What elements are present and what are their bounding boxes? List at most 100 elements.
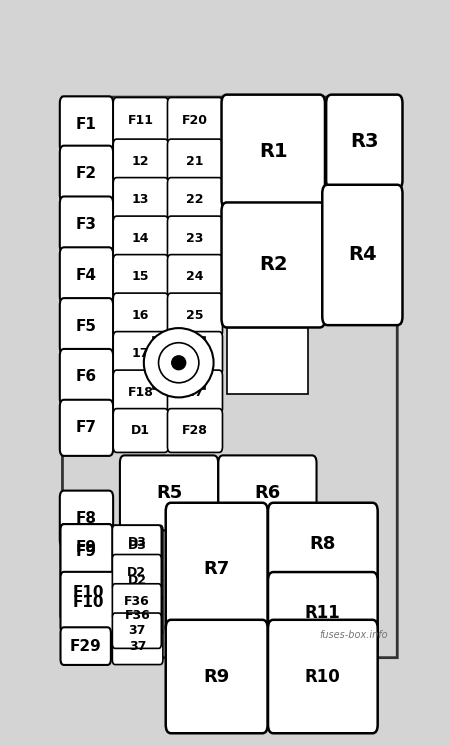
FancyBboxPatch shape [112, 595, 163, 635]
FancyBboxPatch shape [268, 572, 378, 655]
Text: 37: 37 [129, 641, 146, 653]
FancyBboxPatch shape [167, 370, 222, 414]
Text: R8: R8 [310, 535, 336, 553]
Text: D1: D1 [131, 424, 150, 437]
FancyBboxPatch shape [166, 503, 268, 635]
FancyBboxPatch shape [113, 255, 168, 299]
FancyBboxPatch shape [120, 455, 218, 530]
FancyBboxPatch shape [268, 503, 378, 586]
Text: 15: 15 [132, 270, 149, 283]
Text: 26: 26 [186, 347, 204, 360]
FancyBboxPatch shape [113, 332, 168, 375]
Text: R5: R5 [156, 484, 182, 502]
Text: F10: F10 [72, 595, 104, 609]
FancyBboxPatch shape [113, 216, 168, 260]
Text: 27: 27 [186, 385, 204, 399]
Text: R3: R3 [350, 133, 378, 151]
Text: R10: R10 [305, 668, 341, 685]
FancyBboxPatch shape [167, 216, 222, 260]
FancyBboxPatch shape [112, 525, 162, 560]
Text: F2: F2 [76, 166, 97, 181]
Text: R7: R7 [203, 560, 230, 578]
Text: F36: F36 [125, 609, 150, 622]
FancyBboxPatch shape [60, 96, 113, 153]
FancyBboxPatch shape [60, 565, 116, 621]
Text: R2: R2 [259, 256, 288, 274]
FancyBboxPatch shape [112, 613, 162, 648]
Text: D2: D2 [128, 574, 147, 587]
Text: F20: F20 [182, 114, 208, 127]
Text: D3: D3 [127, 536, 146, 549]
FancyBboxPatch shape [167, 177, 222, 221]
Bar [153, 337, 205, 389]
Text: F9: F9 [76, 540, 97, 555]
Text: 12: 12 [132, 154, 149, 168]
Text: 22: 22 [186, 193, 204, 206]
Text: F1: F1 [76, 117, 97, 132]
FancyBboxPatch shape [167, 139, 222, 183]
Text: 24: 24 [186, 270, 204, 283]
Text: F4: F4 [76, 268, 97, 283]
FancyBboxPatch shape [60, 349, 113, 405]
FancyBboxPatch shape [60, 524, 112, 571]
FancyBboxPatch shape [326, 95, 402, 189]
Text: F36: F36 [124, 595, 150, 608]
Text: 13: 13 [132, 193, 149, 206]
FancyBboxPatch shape [113, 177, 168, 221]
Polygon shape [63, 97, 397, 658]
FancyBboxPatch shape [60, 400, 113, 456]
Text: 21: 21 [186, 154, 204, 168]
FancyBboxPatch shape [268, 620, 378, 733]
FancyBboxPatch shape [113, 139, 168, 183]
Text: 37: 37 [128, 624, 145, 637]
FancyBboxPatch shape [60, 298, 113, 354]
Ellipse shape [172, 356, 186, 370]
FancyBboxPatch shape [113, 293, 168, 337]
FancyBboxPatch shape [113, 98, 168, 144]
FancyBboxPatch shape [167, 332, 222, 375]
Text: 23: 23 [186, 232, 204, 244]
Text: F18: F18 [128, 385, 153, 399]
Text: D2: D2 [127, 565, 146, 579]
FancyBboxPatch shape [112, 525, 163, 565]
FancyBboxPatch shape [218, 455, 316, 530]
Text: F10: F10 [72, 586, 104, 600]
Text: F9: F9 [76, 544, 97, 559]
Text: F8: F8 [76, 511, 97, 526]
Text: D3: D3 [128, 539, 147, 552]
Text: F3: F3 [76, 217, 97, 232]
Text: 17: 17 [132, 347, 149, 360]
Text: 16: 16 [132, 308, 149, 322]
FancyBboxPatch shape [60, 491, 113, 547]
Text: R1: R1 [259, 142, 288, 161]
FancyBboxPatch shape [112, 561, 163, 600]
Text: R9: R9 [203, 668, 230, 685]
FancyBboxPatch shape [166, 620, 268, 733]
Text: R6: R6 [254, 484, 280, 502]
FancyBboxPatch shape [60, 524, 112, 579]
Text: F29: F29 [70, 638, 102, 653]
Ellipse shape [144, 328, 214, 397]
FancyBboxPatch shape [60, 247, 113, 303]
FancyBboxPatch shape [167, 255, 222, 299]
Text: R11: R11 [305, 604, 341, 622]
Text: F11: F11 [128, 114, 154, 127]
Text: F28: F28 [182, 424, 208, 437]
Text: 14: 14 [132, 232, 149, 244]
Ellipse shape [158, 343, 199, 383]
Text: R4: R4 [348, 245, 377, 264]
FancyBboxPatch shape [60, 146, 113, 202]
FancyBboxPatch shape [113, 370, 168, 414]
FancyBboxPatch shape [221, 203, 325, 328]
Text: 25: 25 [186, 308, 204, 322]
FancyBboxPatch shape [112, 630, 163, 665]
Text: F7: F7 [76, 420, 97, 435]
FancyBboxPatch shape [221, 95, 325, 208]
FancyBboxPatch shape [112, 554, 162, 590]
Bar [227, 328, 308, 393]
FancyBboxPatch shape [167, 293, 222, 337]
FancyBboxPatch shape [167, 408, 222, 452]
Text: F5: F5 [76, 319, 97, 334]
FancyBboxPatch shape [167, 98, 222, 144]
Text: fuses-box.info: fuses-box.info [319, 630, 387, 640]
